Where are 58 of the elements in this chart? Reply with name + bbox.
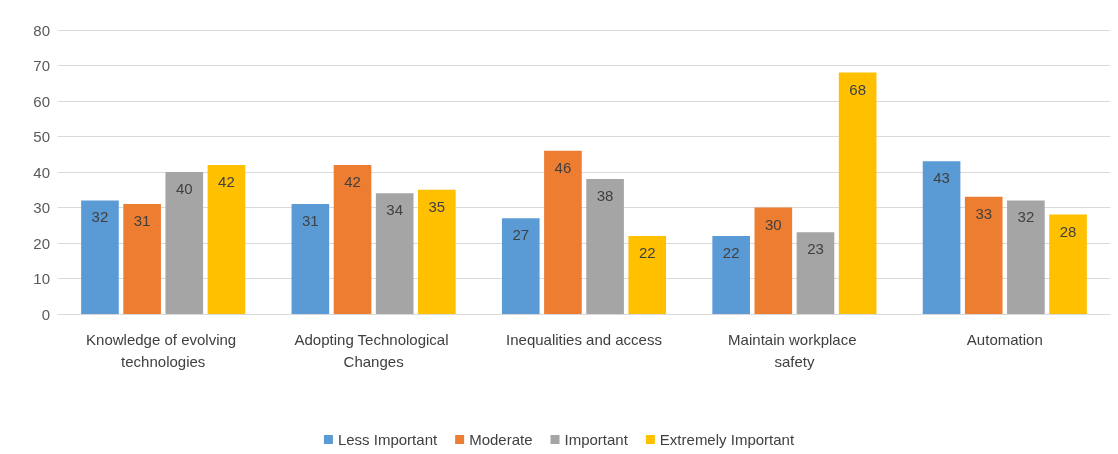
data-label: 40 [175, 180, 193, 197]
y-tick-label: 0 [41, 305, 50, 323]
data-label: 28 [1059, 222, 1077, 240]
y-tick-label: 50 [33, 128, 50, 145]
x-tick-label: Adopting Technological Changes [294, 330, 453, 370]
y-tick-label: 20 [33, 234, 50, 252]
legend-label: Moderate [469, 431, 533, 448]
bar [291, 203, 330, 314]
y-tick-label: 80 [33, 21, 50, 39]
bar [754, 207, 793, 314]
x-tick-label: Inequalities and access [506, 330, 662, 348]
data-label: 46 [554, 158, 572, 176]
bar [207, 164, 246, 314]
data-label: 27 [512, 226, 530, 244]
bar [123, 203, 161, 314]
y-tick-label: 60 [33, 92, 50, 110]
bar [796, 232, 835, 314]
legend-label: Extremely Important [659, 431, 795, 448]
data-label: 22 [638, 243, 656, 261]
data-label: 68 [849, 80, 866, 98]
y-tick-label: 10 [33, 270, 50, 287]
bar [375, 193, 414, 314]
data-label: 31 [302, 211, 319, 229]
data-label: 43 [933, 169, 950, 187]
data-label: 30 [764, 215, 782, 233]
bar [418, 189, 456, 314]
x-tick-label: Maintain workplace safety [728, 330, 861, 370]
bar [1007, 200, 1045, 314]
bar [333, 164, 372, 314]
bar [501, 218, 540, 314]
bar [922, 161, 961, 314]
data-label: 32 [91, 208, 109, 226]
data-label: 35 [428, 197, 446, 215]
bar [544, 150, 582, 314]
legend-label: Less Important [337, 431, 438, 448]
bar [964, 196, 1003, 314]
bar [586, 179, 624, 314]
x-tick-label: Knowledge of evolving technologies [86, 330, 241, 370]
y-tick-label: 40 [33, 163, 50, 181]
bar [628, 235, 667, 314]
data-label: 33 [975, 204, 993, 222]
legend-label: Important [564, 431, 629, 448]
data-label: 38 [596, 187, 614, 205]
bar [838, 72, 877, 314]
data-label: 34 [386, 201, 404, 219]
x-tick-label: Automation [966, 330, 1043, 348]
data-label: 42 [218, 172, 235, 190]
data-label: 42 [344, 172, 361, 190]
bar [1049, 214, 1087, 314]
data-label: 23 [807, 240, 824, 258]
bar [165, 172, 204, 314]
data-label: 31 [133, 211, 151, 229]
data-label: 32 [1017, 208, 1035, 226]
y-tick-label: 70 [33, 57, 50, 74]
bar [81, 200, 119, 314]
y-tick-label: 30 [33, 199, 50, 216]
data-label: 22 [722, 243, 740, 261]
bar [712, 235, 750, 314]
